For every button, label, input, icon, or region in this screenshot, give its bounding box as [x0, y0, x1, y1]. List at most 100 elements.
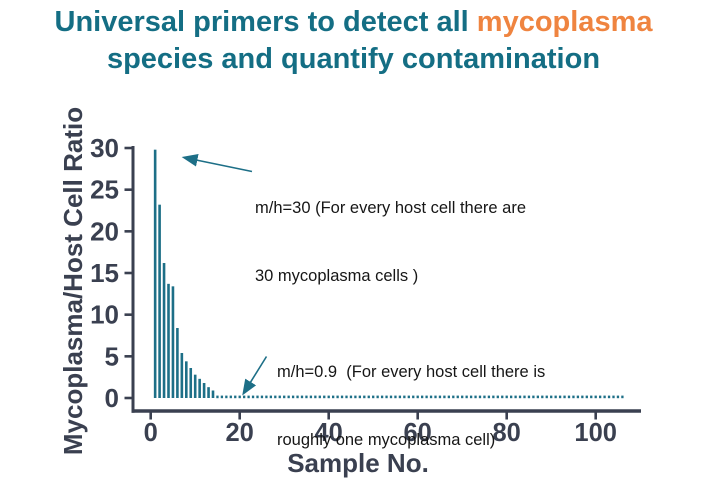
dot — [590, 395, 593, 399]
dot — [612, 395, 615, 399]
dot — [225, 395, 228, 399]
dot — [416, 395, 419, 399]
dot — [523, 395, 526, 399]
dot — [389, 395, 393, 399]
annotation-mh09-line2: roughly one mycoplasma cell) — [277, 430, 496, 449]
annotation-mh30-line1: m/h=30 (For every host cell there are — [255, 199, 526, 217]
dot — [576, 395, 580, 399]
dot — [260, 395, 264, 399]
dot — [438, 395, 442, 399]
y-axis-label: Mycoplasma/Host Cell Ratio — [58, 106, 88, 456]
dot — [585, 395, 588, 399]
dot — [251, 395, 255, 399]
title-line1-prefix: Universal primers to detect all — [54, 6, 477, 38]
arrow-mh30-icon — [181, 153, 253, 173]
dot — [443, 395, 446, 399]
dot — [554, 395, 557, 399]
dot — [336, 395, 339, 399]
dot — [545, 395, 548, 399]
dot — [256, 395, 259, 399]
dot — [434, 395, 437, 399]
dot — [621, 395, 624, 399]
bar — [207, 387, 210, 398]
dot — [363, 395, 366, 399]
x-tick-label: 100 — [574, 419, 617, 447]
dot — [358, 395, 361, 399]
dot — [243, 395, 246, 399]
dot — [514, 395, 517, 399]
dot — [216, 395, 219, 399]
dot — [367, 395, 370, 399]
dot — [581, 395, 584, 399]
dot — [305, 395, 308, 399]
annotation-mh09: m/h=0.9 (For every host cell there is ro… — [277, 316, 545, 484]
dot — [452, 395, 455, 399]
annotation-mh30: m/h=30 (For every host cell there are 30… — [255, 152, 526, 332]
dot — [376, 395, 379, 399]
annotation-mh09-line1: m/h=0.9 (For every host cell there is — [277, 363, 546, 381]
bar — [189, 368, 193, 398]
y-tick-label: 0 — [105, 383, 119, 413]
y-tick-label: 10 — [90, 300, 119, 330]
dot — [510, 395, 513, 399]
dot — [291, 395, 295, 399]
dot — [478, 395, 482, 399]
arrow-mh09-icon — [242, 356, 268, 396]
bar — [198, 378, 201, 398]
dot — [229, 395, 232, 399]
dot — [234, 395, 237, 399]
dot — [300, 395, 304, 399]
dot — [296, 395, 299, 399]
dot — [532, 395, 535, 399]
dot — [558, 395, 562, 399]
dot — [327, 395, 330, 399]
x-tick-label: 60 — [404, 419, 432, 447]
dot — [265, 395, 268, 399]
dot — [345, 395, 348, 399]
dot — [247, 395, 250, 399]
dot — [429, 395, 433, 399]
dot — [550, 395, 553, 399]
bar — [211, 390, 215, 398]
dot — [465, 395, 468, 399]
annotation-mh30-line2: 30 mycoplasma cells ) — [255, 266, 419, 285]
x-tick-label: 0 — [144, 419, 158, 447]
dot — [340, 395, 344, 399]
bar — [171, 286, 175, 398]
x-tick-label: 40 — [315, 419, 343, 447]
dot — [220, 395, 224, 399]
dot — [447, 395, 450, 399]
dot — [541, 395, 544, 399]
dot — [469, 395, 473, 399]
bar — [167, 283, 170, 398]
dot — [332, 395, 335, 399]
x-tick-label: 80 — [493, 419, 521, 447]
dot — [349, 395, 353, 399]
bar — [153, 149, 157, 398]
y-tick-label: 25 — [90, 175, 119, 205]
dot — [536, 395, 539, 399]
dot — [385, 395, 388, 399]
dot — [398, 395, 402, 399]
bar — [185, 361, 188, 398]
title-line1: Universal primers to detect all mycoplas… — [55, 6, 653, 38]
x-axis-label: Sample No. — [287, 448, 429, 478]
dot — [474, 395, 477, 399]
dot — [527, 395, 531, 399]
dot — [572, 395, 575, 399]
dot — [278, 395, 281, 399]
dot — [487, 395, 491, 399]
dot — [287, 395, 290, 399]
dot — [309, 395, 313, 399]
title-highlight-mycoplasma: mycoplasma — [476, 6, 653, 38]
dot — [238, 395, 241, 399]
y-tick-label: 15 — [90, 258, 119, 288]
title-line2: species and quantify contamination — [106, 43, 601, 75]
dot — [421, 395, 424, 399]
bar — [180, 353, 184, 398]
bar — [202, 383, 206, 398]
dot — [403, 395, 406, 399]
bar — [176, 328, 179, 398]
